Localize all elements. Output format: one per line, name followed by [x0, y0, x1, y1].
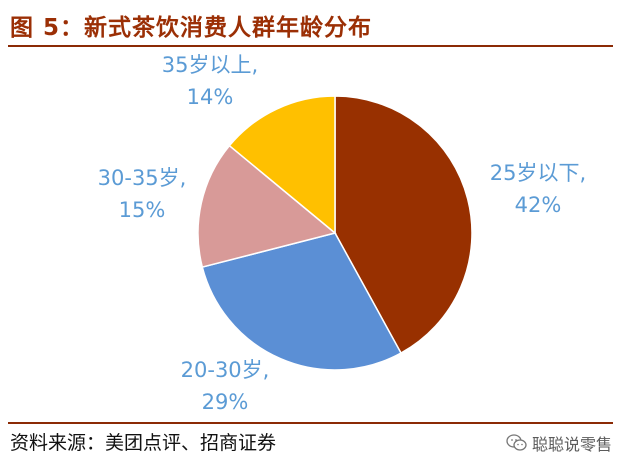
pie-slice-4 — [228, 95, 336, 235]
source-text: 资料来源：美团点评、招商证券 — [10, 432, 277, 454]
title-underline — [8, 45, 613, 47]
source-divider — [8, 422, 613, 424]
slice-label-name-2: 20-30岁, — [181, 358, 270, 382]
watermark-text: 聪聪说零售 — [531, 435, 612, 454]
watermark: 聪聪说零售 — [506, 431, 612, 455]
pie-slice-1 — [334, 95, 473, 355]
slice-label-name-3: 30-35岁, — [98, 166, 187, 190]
slice-label-value-4: 14% — [187, 85, 234, 109]
chart-title: 图 5：新式茶饮消费人群年龄分布 — [10, 15, 373, 41]
slice-label-value-1: 42% — [515, 193, 562, 217]
slice-label-value-3: 15% — [119, 198, 166, 222]
pie-slice-2 — [201, 232, 403, 371]
wechat-icon — [506, 434, 527, 451]
slice-label-name-4: 35岁以上, — [162, 53, 258, 77]
pie-slice-3 — [197, 144, 337, 268]
slice-label-name-1: 25岁以下, — [490, 161, 586, 185]
slice-label-value-2: 29% — [202, 390, 249, 414]
